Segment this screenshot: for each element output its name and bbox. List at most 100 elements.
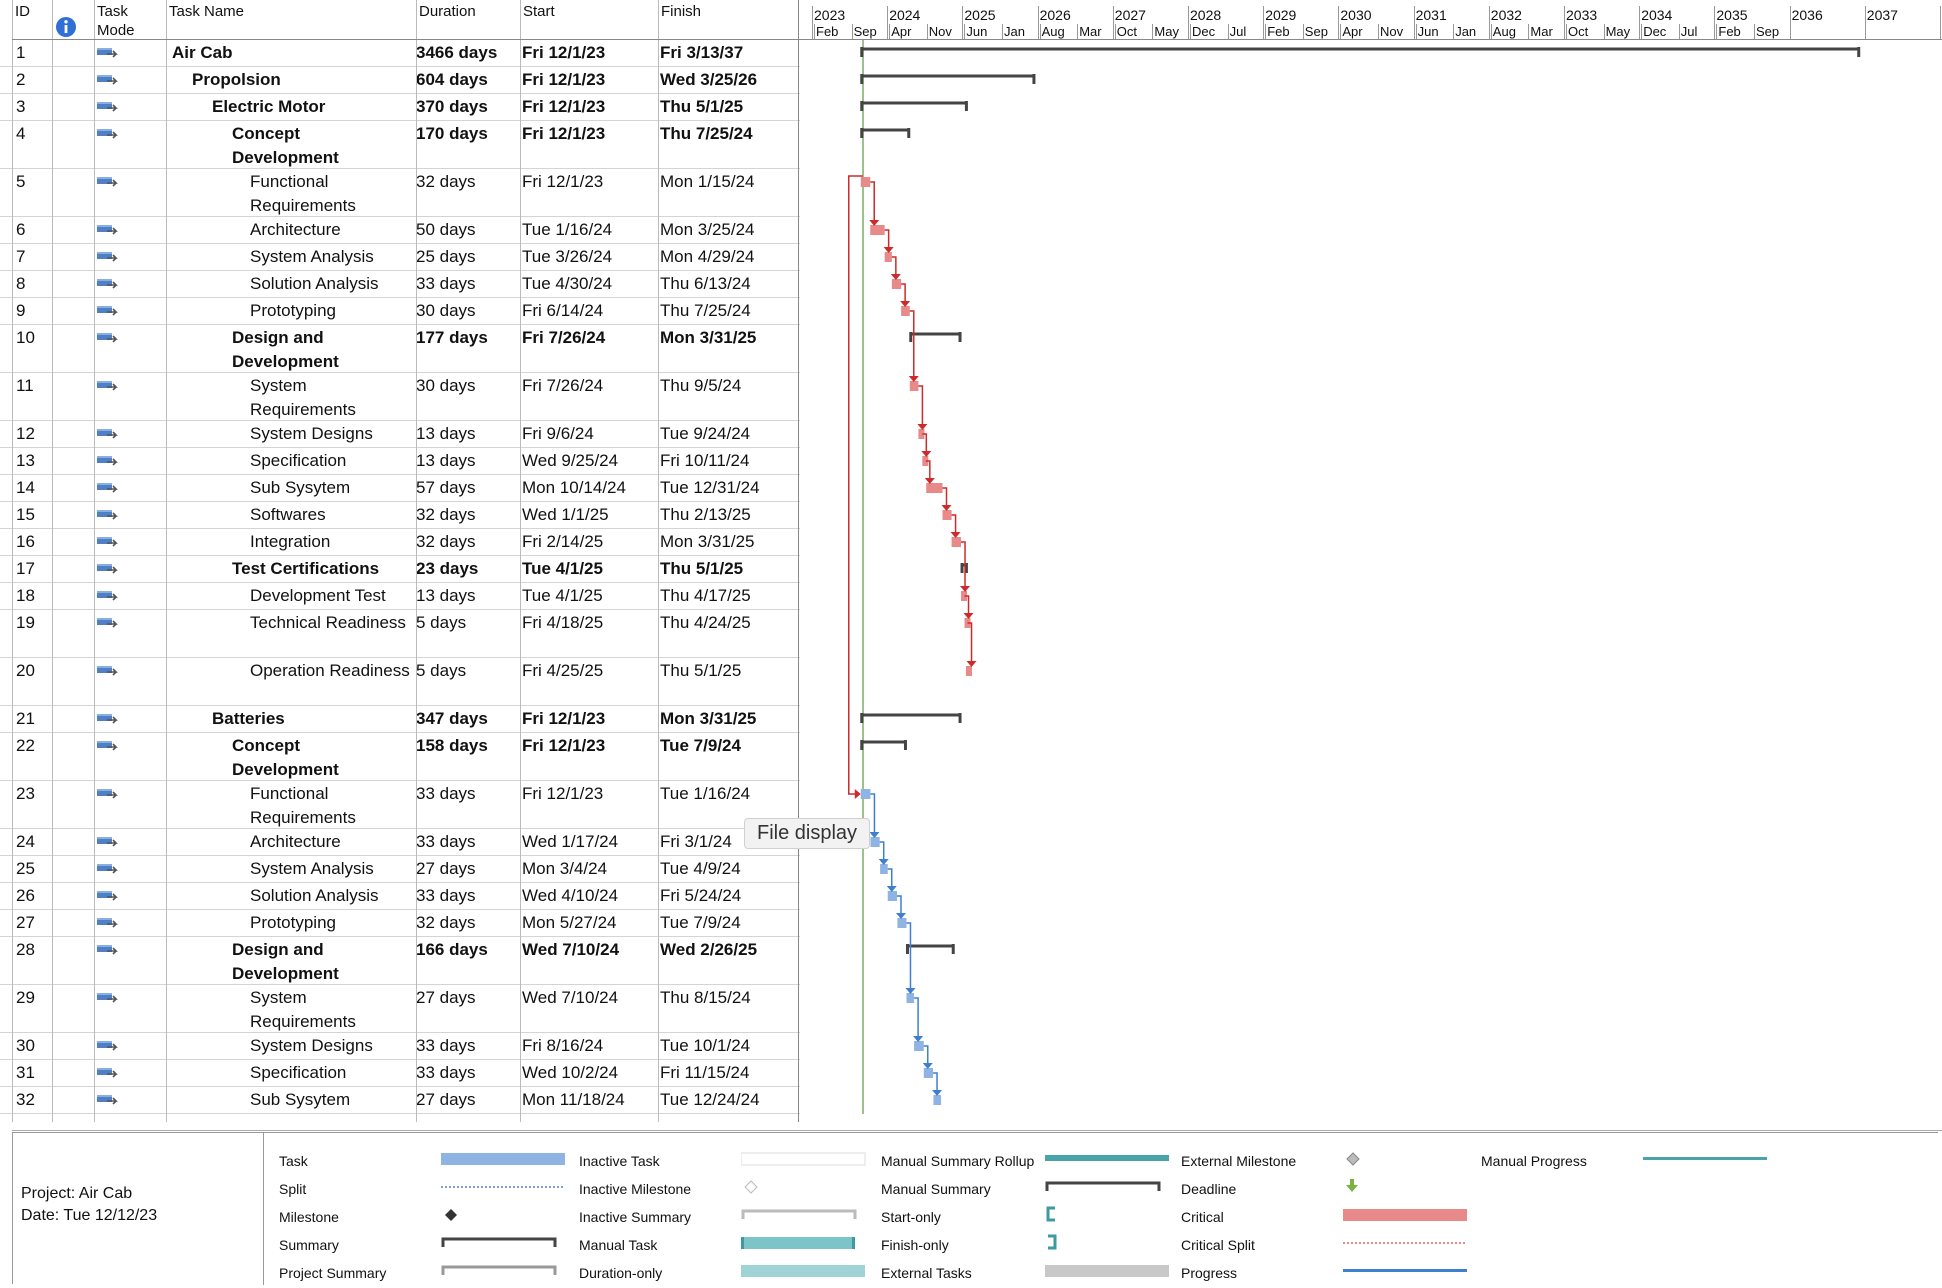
task-finish[interactable]: Tue 4/9/24 [660,859,741,878]
task-name[interactable]: Test Certifications [0,556,410,581]
task-duration[interactable]: 27 days [416,1090,476,1109]
task-start[interactable]: Fri 12/1/23 [522,736,606,755]
task-finish[interactable]: Tue 7/9/24 [660,913,741,932]
task-start[interactable]: Fri 12/1/23 [522,70,606,89]
task-duration[interactable]: 166 days [416,940,488,959]
table-row[interactable]: 15 Softwares 32 days Wed 1/1/25 Thu 2/13… [0,502,800,529]
task-name[interactable]: Sub Sysytem [0,475,410,500]
task-name[interactable]: Functional Requirements [0,169,410,218]
task-finish[interactable]: Fri 11/15/24 [660,1063,750,1082]
task-duration[interactable]: 13 days [416,424,476,443]
task-start[interactable]: Fri 12/1/23 [522,97,606,116]
task-finish[interactable]: Mon 1/15/24 [660,172,755,191]
task-mode-icon[interactable] [96,833,122,852]
task-finish[interactable]: Thu 5/1/25 [660,661,742,680]
task-duration[interactable]: 347 days [416,709,488,728]
task-start[interactable]: Tue 3/26/24 [522,247,613,266]
task-start[interactable]: Fri 6/14/24 [522,301,604,320]
task-finish[interactable]: Mon 4/29/24 [660,247,755,266]
col-header-finish[interactable]: Finish [661,3,702,20]
col-header-task-mode[interactable]: Task Mode [97,3,135,39]
task-duration[interactable]: 5 days [416,613,467,632]
task-name[interactable]: Sub Sysytem [0,1087,410,1112]
task-start[interactable]: Mon 10/14/24 [522,478,626,497]
task-name[interactable]: Solution Analysis [0,271,410,296]
task-duration[interactable]: 32 days [416,505,476,524]
task-finish[interactable]: Mon 3/31/25 [660,532,755,551]
task-start[interactable]: Fri 12/1/23 [522,124,606,143]
task-start[interactable]: Fri 2/14/25 [522,532,604,551]
table-row[interactable]: 1 Air Cab 3466 days Fri 12/1/23 Fri 3/13… [0,40,800,67]
task-start[interactable]: Fri 9/6/24 [522,424,594,443]
table-row[interactable]: 12 System Designs 13 days Fri 9/6/24 Tue… [0,421,800,448]
task-name[interactable]: Concept Development [0,121,410,170]
task-finish[interactable]: Thu 8/15/24 [660,988,751,1007]
task-finish[interactable]: Wed 3/25/26 [660,70,758,89]
task-finish[interactable]: Thu 5/1/25 [660,559,744,578]
task-start[interactable]: Mon 3/4/24 [522,859,608,878]
task-finish[interactable]: Thu 7/25/24 [660,124,753,143]
task-mode-icon[interactable] [96,44,122,63]
task-finish[interactable]: Thu 7/25/24 [660,301,751,320]
task-start[interactable]: Wed 10/2/24 [522,1063,619,1082]
col-header-start[interactable]: Start [523,3,555,20]
task-start[interactable]: Fri 12/1/23 [522,709,606,728]
table-row[interactable]: 3 Electric Motor 370 days Fri 12/1/23 Th… [0,94,800,121]
table-row[interactable]: 21 Batteries 347 days Fri 12/1/23 Mon 3/… [0,706,800,733]
task-finish[interactable]: Mon 3/31/25 [660,709,757,728]
task-start[interactable]: Fri 4/25/25 [522,661,604,680]
task-name[interactable]: Prototyping [0,910,410,935]
task-duration[interactable]: 158 days [416,736,488,755]
task-duration[interactable]: 50 days [416,220,476,239]
col-header-id[interactable]: ID [15,3,30,20]
task-duration[interactable]: 30 days [416,376,476,395]
table-row[interactable]: 10 Design and Development 177 days Fri 7/… [0,325,800,373]
task-start[interactable]: Wed 7/10/24 [522,988,619,1007]
task-finish[interactable]: Tue 12/24/24 [660,1090,760,1109]
task-mode-icon[interactable] [96,560,122,579]
table-row[interactable]: 4 Concept Development 170 days Fri 12/1/… [0,121,800,169]
col-header-task-name[interactable]: Task Name [169,3,245,20]
table-row[interactable]: 8 Solution Analysis 33 days Tue 4/30/24 … [0,271,800,298]
task-name[interactable]: Design and Development [0,325,410,374]
table-row[interactable]: 6 Architecture 50 days Tue 1/16/24 Mon 3… [0,217,800,244]
task-duration[interactable]: 13 days [416,586,476,605]
task-start[interactable]: Mon 11/18/24 [522,1090,625,1109]
task-name[interactable]: Concept Development [0,733,410,782]
task-name[interactable]: Design and Development [0,937,410,986]
task-start[interactable]: Fri 12/1/23 [522,172,604,191]
task-finish[interactable]: Thu 4/24/25 [660,613,751,632]
task-start[interactable]: Fri 4/18/25 [522,613,604,632]
task-finish[interactable]: Tue 7/9/24 [660,736,741,755]
table-row[interactable]: 20 Operation Readiness 5 days Fri 4/25/2… [0,658,800,706]
table-row[interactable]: 30 System Designs 33 days Fri 8/16/24 Tu… [0,1033,800,1060]
task-finish[interactable]: Thu 4/17/25 [660,586,751,605]
task-start[interactable]: Wed 7/10/24 [522,940,620,959]
table-row[interactable]: 25 System Analysis 27 days Mon 3/4/24 Tu… [0,856,800,883]
task-mode-icon[interactable] [96,302,122,321]
table-row[interactable]: 23 Functional Requirements 33 days Fri 12… [0,781,800,829]
task-duration[interactable]: 32 days [416,532,476,551]
task-finish[interactable]: Mon 3/25/24 [660,220,755,239]
table-row[interactable]: 9 Prototyping 30 days Fri 6/14/24 Thu 7/… [0,298,800,325]
task-name[interactable]: Specification [0,1060,410,1085]
task-mode-icon[interactable] [96,125,122,144]
task-start[interactable]: Fri 12/1/23 [522,784,604,803]
table-row[interactable]: 22 Concept Development 158 days Fri 12/1… [0,733,800,781]
table-row[interactable]: 19 Technical Readiness 5 days Fri 4/18/2… [0,610,800,658]
task-start[interactable]: Fri 7/26/24 [522,376,604,395]
task-finish[interactable]: Tue 10/1/24 [660,1036,751,1055]
task-mode-icon[interactable] [96,914,122,933]
task-mode-icon[interactable] [96,425,122,444]
task-name[interactable]: Architecture [0,217,410,242]
task-mode-icon[interactable] [96,479,122,498]
table-row[interactable]: 17 Test Certifications 23 days Tue 4/1/2… [0,556,800,583]
task-duration[interactable]: 57 days [416,478,476,497]
table-row[interactable]: 13 Specification 13 days Wed 9/25/24 Fri… [0,448,800,475]
task-name[interactable]: Technical Readiness [0,610,410,635]
task-mode-icon[interactable] [96,1091,122,1110]
task-name[interactable]: Solution Analysis [0,883,410,908]
task-start[interactable]: Wed 1/1/25 [522,505,609,524]
task-duration[interactable]: 33 days [416,1063,476,1082]
task-name[interactable]: Specification [0,448,410,473]
